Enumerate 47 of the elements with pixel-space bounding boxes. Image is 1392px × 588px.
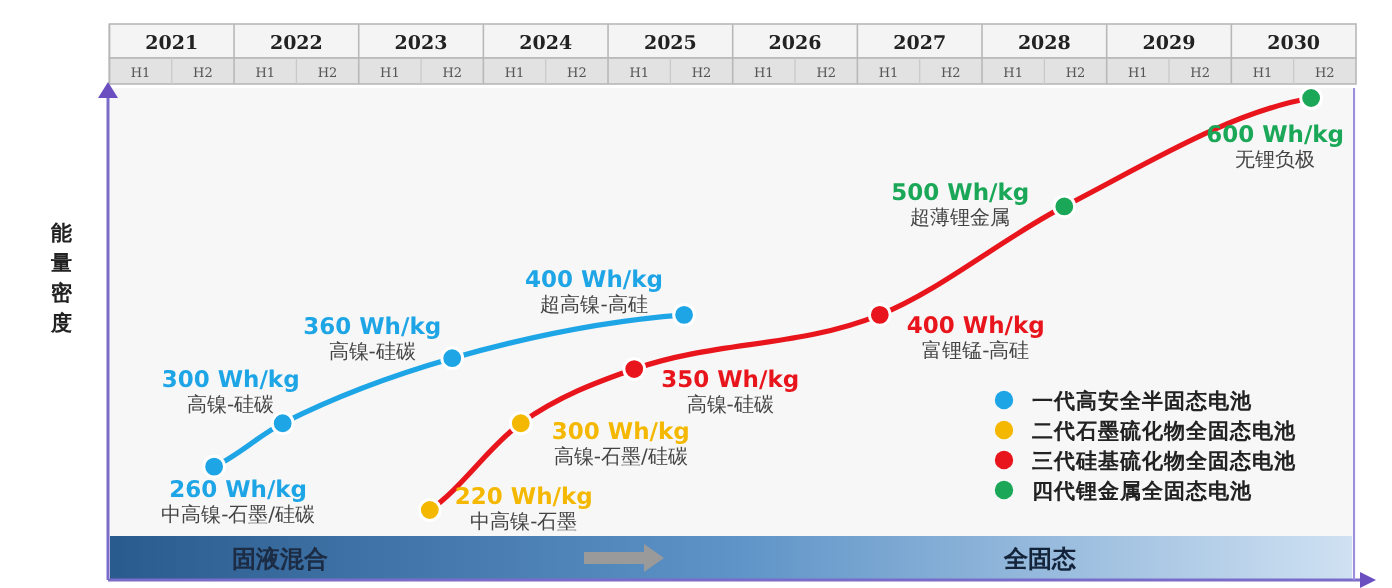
point: [672, 302, 696, 327]
data-label: 400 Wh/kg: [906, 310, 1045, 339]
y-axis-title: 能量密度: [49, 220, 75, 336]
point: [417, 498, 442, 522]
x-tick-label: 2025: [643, 33, 697, 55]
data-label: 600 Wh/kg: [1206, 120, 1345, 148]
data-label: 350 Wh/kg: [661, 365, 800, 394]
data-label: 220 Wh/kg: [454, 482, 593, 510]
x-tick-label: 2026: [768, 33, 823, 55]
x-tick-label: 2030: [1267, 33, 1321, 55]
x-tick-label: 2024: [519, 33, 573, 55]
legend-label: 二代石墨硫化物全固态电池: [1032, 418, 1298, 444]
annotation: 富锂锰-高硅: [922, 338, 1030, 363]
annotation: 高镍-石墨/硅碳: [553, 445, 688, 470]
x-tick-label: 2022: [269, 33, 323, 55]
annotation: 无锂负极: [1235, 148, 1316, 172]
x-tick-label: 2021: [145, 33, 199, 55]
annotation: 超高镍-高硅: [540, 292, 648, 317]
x-tick-label: 2028: [1017, 33, 1072, 55]
annotation: 高镍-硅碳: [686, 393, 774, 418]
point: [202, 454, 227, 479]
text: 全固态: [1002, 545, 1078, 573]
data-label: 300 Wh/kg: [161, 365, 300, 394]
x-tick-label: 2027: [893, 33, 947, 55]
x-tick-label: 2029: [1142, 33, 1197, 55]
x-tick-label: 2023: [394, 33, 448, 55]
point: [1052, 194, 1077, 219]
data-label: 360 Wh/kg: [303, 312, 442, 341]
point: [440, 346, 465, 371]
data-label: 400 Wh/kg: [525, 264, 664, 293]
data-label: 300 Wh/kg: [551, 417, 690, 446]
point: [867, 302, 892, 327]
annotation: 超薄锂金属: [910, 206, 1011, 231]
point: [1299, 86, 1324, 110]
legend-label: 四代锂金属全固态电池: [1032, 478, 1254, 504]
point: [508, 411, 533, 436]
text: 固液混合: [232, 545, 330, 573]
legend-label: 一代高安全半固态电池: [1032, 388, 1254, 414]
legend-label: 三代硅基硫化物全固态电池: [1032, 448, 1298, 474]
annotation: 高镍-硅碳: [328, 340, 416, 365]
annotation: 中高镍-石墨/硅碳: [161, 502, 316, 527]
annotation: 中高镍-石墨: [470, 510, 578, 534]
annotation: 高镍-硅碳: [187, 393, 275, 418]
data-label: 260 Wh/kg: [169, 474, 308, 503]
point: [622, 357, 647, 381]
point: [270, 411, 295, 436]
data-label: 500 Wh/kg: [891, 178, 1030, 207]
